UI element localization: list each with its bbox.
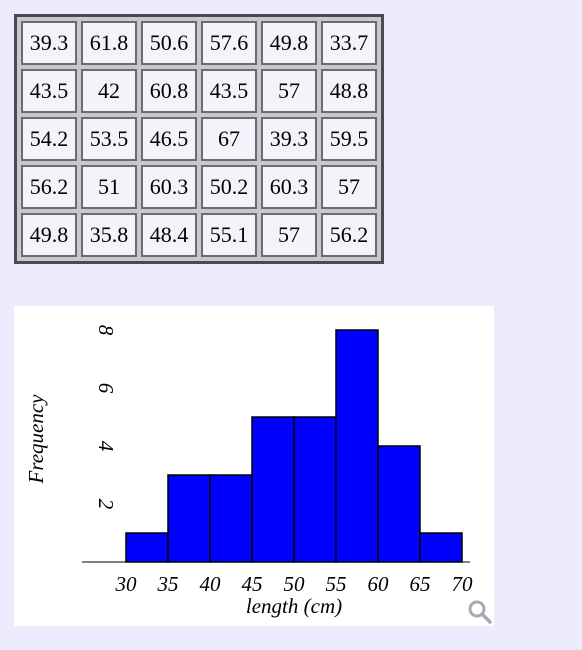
table-row: 56.2 51 60.3 50.2 60.3 57 xyxy=(21,165,377,209)
x-tick-label: 30 xyxy=(115,572,138,596)
x-tick-label: 35 xyxy=(157,572,179,596)
histogram-chart: 30 35 40 45 50 55 60 65 70 2 4 6 8 length (cm) Freq… xyxy=(24,325,474,618)
table-row: 39.3 61.8 50.6 57.6 49.8 33.7 xyxy=(21,21,377,65)
histogram-bar xyxy=(251,416,295,563)
y-tick-label: 4 xyxy=(94,441,118,452)
table-cell: 60.3 xyxy=(141,165,197,209)
table-cell: 51 xyxy=(81,165,137,209)
histogram-bar xyxy=(419,532,463,563)
histogram-panel: 30 35 40 45 50 55 60 65 70 2 4 6 8 length (cm) Freq… xyxy=(14,306,494,626)
magnifier-icon[interactable] xyxy=(466,598,494,626)
table-cell: 56.2 xyxy=(321,213,377,257)
table-cell: 57.6 xyxy=(201,21,257,65)
table-cell: 48.8 xyxy=(321,69,377,113)
table-cell: 50.2 xyxy=(201,165,257,209)
table-cell: 55.1 xyxy=(201,213,257,257)
table-cell: 57 xyxy=(261,213,317,257)
table-cell: 43.5 xyxy=(21,69,77,113)
table-cell: 35.8 xyxy=(81,213,137,257)
table-cell: 50.6 xyxy=(141,21,197,65)
x-tick-label: 65 xyxy=(410,572,431,596)
table-cell: 56.2 xyxy=(21,165,77,209)
x-axis-title: length (cm) xyxy=(246,594,342,618)
table-cell: 60.3 xyxy=(261,165,317,209)
histogram-bar xyxy=(335,329,379,563)
y-tick-label: 6 xyxy=(94,383,118,394)
x-tick-label: 45 xyxy=(242,572,263,596)
histogram-bar xyxy=(209,474,253,563)
table-row: 49.8 35.8 48.4 55.1 57 56.2 xyxy=(21,213,377,257)
histogram-bar xyxy=(125,532,169,563)
table-cell: 60.8 xyxy=(141,69,197,113)
histogram-bar xyxy=(377,445,421,563)
histogram-bar xyxy=(167,474,211,563)
table-cell: 67 xyxy=(201,117,257,161)
table-cell: 61.8 xyxy=(81,21,137,65)
table-cell: 53.5 xyxy=(81,117,137,161)
x-tick-label: 55 xyxy=(326,572,347,596)
table-cell: 49.8 xyxy=(21,213,77,257)
x-tick-label: 60 xyxy=(368,572,390,596)
table-cell: 33.7 xyxy=(321,21,377,65)
table-cell: 57 xyxy=(261,69,317,113)
x-tick-label: 50 xyxy=(284,572,306,596)
table-cell: 54.2 xyxy=(21,117,77,161)
table-cell: 48.4 xyxy=(141,213,197,257)
data-table-body: 39.3 61.8 50.6 57.6 49.8 33.7 43.5 42 60.8 43.5 57… xyxy=(21,21,377,257)
table-cell: 43.5 xyxy=(201,69,257,113)
table-row: 54.2 53.5 46.5 67 39.3 59.5 xyxy=(21,117,377,161)
table-row: 43.5 42 60.8 43.5 57 48.8 xyxy=(21,69,377,113)
y-tick-label: 8 xyxy=(94,325,118,336)
table-cell: 49.8 xyxy=(261,21,317,65)
table-cell: 39.3 xyxy=(21,21,77,65)
table-cell: 57 xyxy=(321,165,377,209)
x-tick-label: 40 xyxy=(200,572,222,596)
table-cell: 59.5 xyxy=(321,117,377,161)
table-cell: 42 xyxy=(81,69,137,113)
x-tick-label: 70 xyxy=(452,572,474,596)
y-tick-label: 2 xyxy=(94,499,118,510)
y-axis-title: Frequency xyxy=(24,394,48,485)
histogram-bar xyxy=(293,416,337,563)
data-table: 39.3 61.8 50.6 57.6 49.8 33.7 43.5 42 60.8 43.5 57… xyxy=(14,14,384,264)
table-cell: 46.5 xyxy=(141,117,197,161)
table-cell: 39.3 xyxy=(261,117,317,161)
